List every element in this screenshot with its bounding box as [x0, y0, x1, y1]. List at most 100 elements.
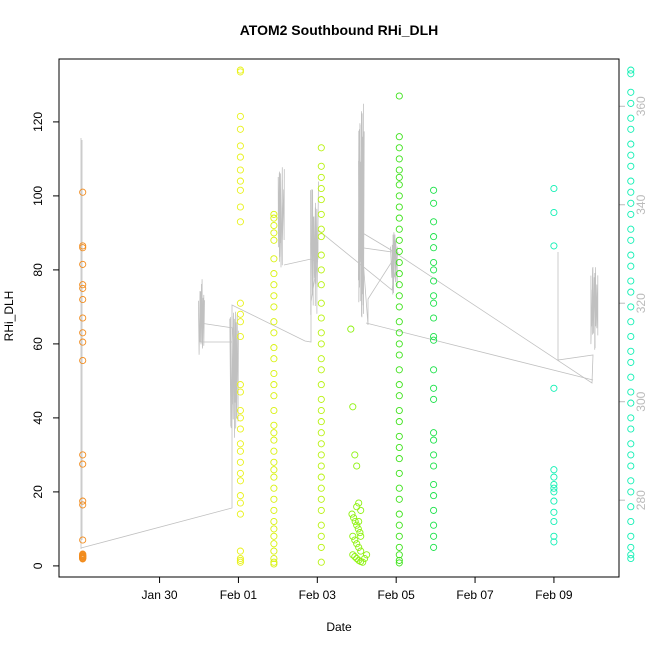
y-tick-label: 40: [31, 411, 45, 425]
point-flight-4: [317, 506, 325, 514]
point-flight-2: [236, 153, 244, 161]
point-flight-6: [395, 521, 403, 529]
y-tick-label: 100: [31, 186, 45, 206]
point-flight-8: [627, 532, 635, 540]
point-flight-2: [236, 68, 244, 76]
point-flight-2: [236, 166, 244, 174]
point-flight-1: [79, 460, 87, 468]
point-flight-2: [236, 510, 244, 518]
point-flight-4: [317, 225, 325, 233]
point-flight-6: [395, 329, 403, 337]
point-flight-2: [236, 177, 244, 185]
flight-trace-8: [358, 103, 365, 318]
point-flight-5: [357, 547, 365, 555]
point-flight-2: [236, 440, 244, 448]
point-flight-5: [355, 543, 363, 551]
point-flight-6: [395, 532, 403, 540]
point-flight-2: [236, 203, 244, 211]
x-axis-label: Date: [326, 620, 352, 634]
right-tick-label: 300: [634, 391, 648, 411]
point-flight-4: [317, 184, 325, 193]
flight-trace-2: [198, 279, 205, 355]
point-flight-2: [236, 469, 244, 477]
point-flight-4: [317, 521, 325, 529]
point-flight-6: [395, 192, 403, 200]
point-flight-1: [79, 281, 87, 289]
point-flight-4: [317, 473, 325, 481]
flight-trace-4: [199, 322, 234, 343]
point-flight-5: [354, 525, 362, 533]
point-flight-4: [317, 395, 325, 403]
point-flight-6: [395, 432, 403, 440]
point-flight-6: [395, 144, 403, 152]
point-flight-5: [351, 451, 359, 459]
x-tick-label: Jan 30: [142, 588, 178, 602]
series-flight-8: [550, 66, 635, 563]
point-flight-5: [349, 403, 357, 411]
flight-trace-3: [229, 311, 239, 438]
point-flight-4: [317, 532, 325, 540]
point-flight-4: [317, 210, 325, 218]
point-flight-5: [363, 551, 371, 559]
point-flight-2: [236, 142, 244, 150]
point-flight-6: [395, 318, 403, 326]
point-flight-7: [430, 218, 438, 226]
point-flight-8: [627, 199, 635, 207]
point-flight-7: [430, 480, 438, 489]
point-flight-2: [236, 554, 244, 563]
point-flight-4: [317, 440, 325, 448]
point-flight-1: [79, 552, 87, 560]
point-flight-2: [236, 66, 244, 74]
point-flight-5: [349, 532, 357, 540]
point-flight-7: [430, 451, 438, 459]
point-flight-3: [270, 369, 278, 378]
point-flight-8: [627, 543, 635, 551]
point-flight-4: [317, 495, 325, 503]
point-flight-3: [270, 329, 278, 337]
point-flight-7: [430, 332, 438, 341]
point-flight-5: [353, 540, 361, 548]
point-flight-6: [395, 406, 403, 415]
point-flight-3: [270, 532, 278, 540]
point-flight-8: [550, 484, 558, 492]
point-flight-7: [430, 258, 438, 267]
point-flight-1: [79, 284, 87, 292]
point-flight-5: [355, 499, 363, 507]
point-flight-7: [430, 492, 438, 500]
point-flight-8: [627, 358, 635, 366]
point-flight-4: [317, 543, 325, 551]
point-flight-3: [270, 458, 278, 466]
point-flight-6: [395, 392, 403, 400]
point-flight-3: [270, 392, 278, 400]
point-flight-8: [627, 162, 635, 170]
point-flight-3: [270, 560, 278, 568]
point-flight-8: [627, 288, 635, 296]
point-flight-3: [270, 318, 278, 326]
point-flight-8: [550, 208, 558, 217]
point-flight-3: [270, 421, 278, 429]
point-flight-3: [270, 473, 278, 481]
point-flight-8: [627, 140, 635, 148]
point-flight-8: [627, 70, 635, 78]
data-points: [79, 66, 635, 568]
point-flight-2: [236, 406, 244, 415]
series-flight-6: [395, 92, 403, 567]
point-flight-6: [395, 166, 403, 174]
point-flight-4: [317, 281, 325, 289]
point-flight-6: [395, 381, 403, 389]
point-flight-5: [353, 503, 361, 511]
point-flight-5: [349, 551, 357, 559]
point-flight-2: [236, 218, 244, 226]
point-flight-6: [395, 214, 403, 222]
point-flight-3: [270, 466, 278, 474]
point-flight-6: [395, 133, 403, 141]
point-flight-8: [627, 488, 635, 496]
point-flight-8: [627, 332, 635, 341]
point-flight-6: [395, 443, 403, 452]
point-flight-3: [270, 344, 278, 352]
point-flight-8: [550, 497, 558, 505]
point-flight-3: [270, 554, 278, 563]
point-flight-7: [430, 299, 438, 307]
point-flight-8: [627, 477, 635, 485]
